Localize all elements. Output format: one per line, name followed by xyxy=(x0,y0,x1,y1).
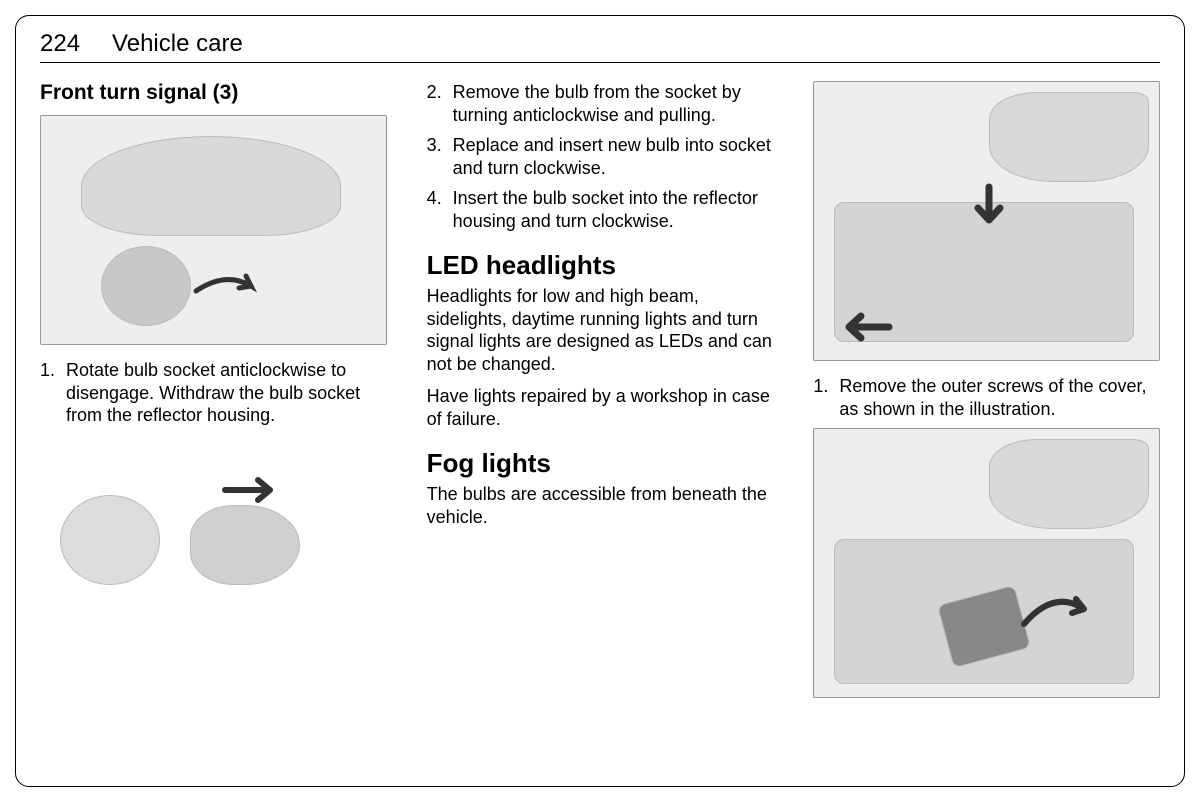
page-number: 224 xyxy=(40,30,80,58)
figure-fog-connector xyxy=(813,428,1160,698)
led-para-1: Headlights for low and high beam, sideli… xyxy=(427,285,774,375)
page-header: 224 Vehicle care xyxy=(40,30,1160,63)
col2-step-4: Insert the bulb socket into the reflecto… xyxy=(427,187,774,232)
figure-fog-cover xyxy=(813,81,1160,361)
column-3: Remove the outer screws of the cover, as… xyxy=(813,81,1160,712)
columns: Front turn signal (3) Bulb socket in ref… xyxy=(40,81,1160,712)
figure-bulb-insert xyxy=(40,435,387,625)
figure-alt: Bulb socket in reflector housing with ro… xyxy=(41,116,386,344)
down-arrow-icon xyxy=(964,182,1014,232)
col3-steps: Remove the outer screws of the cover, as… xyxy=(813,375,1160,420)
page-content: 224 Vehicle care Front turn signal (3) B… xyxy=(40,30,1160,772)
front-turn-signal-heading: Front turn signal (3) xyxy=(40,81,387,105)
column-1: Front turn signal (3) Bulb socket in ref… xyxy=(40,81,387,712)
left-arrow-icon xyxy=(839,307,899,347)
chapter-title: Vehicle care xyxy=(112,30,243,58)
figure-turn-signal-socket: Bulb socket in reflector housing with ro… xyxy=(40,115,387,345)
led-headlights-heading: LED headlights xyxy=(427,250,774,281)
col2-step-2: Remove the bulb from the socket by turni… xyxy=(427,81,774,126)
fog-lights-heading: Fog lights xyxy=(427,448,774,479)
col1-step-1: Rotate bulb socket anticlockwise to dise… xyxy=(40,359,387,427)
col2-steps: Remove the bulb from the socket by turni… xyxy=(427,81,774,232)
column-2: Remove the bulb from the socket by turni… xyxy=(427,81,774,712)
fog-para: The bulbs are accessible from beneath th… xyxy=(427,483,774,528)
col3-step-1: Remove the outer screws of the cover, as… xyxy=(813,375,1160,420)
col2-step-3: Replace and insert new bulb into socket … xyxy=(427,134,774,179)
rotate-arrow-icon xyxy=(1014,579,1094,639)
led-para-2: Have lights repaired by a workshop in ca… xyxy=(427,385,774,430)
col1-steps: Rotate bulb socket anticlockwise to dise… xyxy=(40,359,387,427)
insert-arrow-icon xyxy=(220,470,290,510)
